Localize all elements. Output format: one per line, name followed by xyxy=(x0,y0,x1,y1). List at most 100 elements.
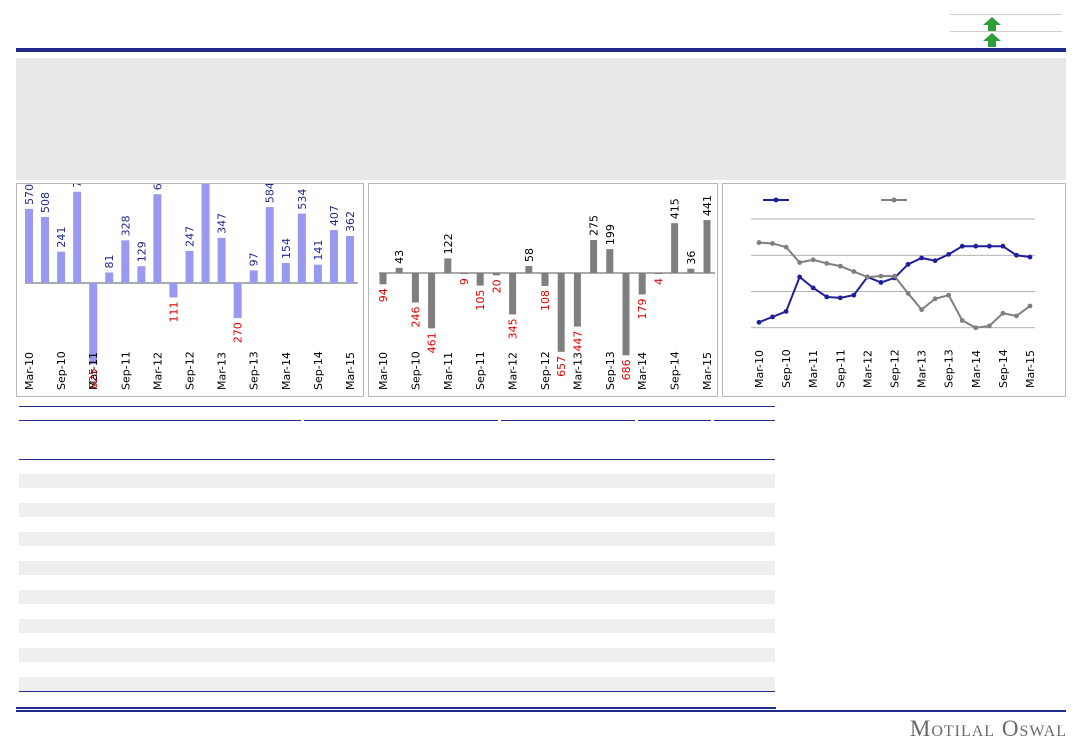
data-point xyxy=(783,244,789,250)
bar xyxy=(541,273,549,286)
rating-arrows xyxy=(950,14,1062,48)
table-bottom-rule xyxy=(19,691,775,692)
data-point xyxy=(810,257,816,263)
data-label: 241 xyxy=(55,227,68,248)
tick-label: Mar-13 xyxy=(571,352,584,390)
footer-rule xyxy=(16,707,776,709)
data-label: 275 xyxy=(588,215,601,236)
data-label: 58 xyxy=(523,248,536,262)
bar xyxy=(509,273,517,315)
data-label: 345 xyxy=(507,318,520,339)
data-label: 108 xyxy=(539,290,552,311)
tick-label: Sep-14 xyxy=(669,351,682,390)
data-label: 407 xyxy=(328,205,341,226)
data-label: 584 xyxy=(264,184,277,203)
data-label: 570 xyxy=(23,184,36,205)
data-label: 141 xyxy=(312,240,325,261)
data-label: 683 xyxy=(151,184,164,190)
tick-label: Mar-10 xyxy=(23,352,36,390)
bar xyxy=(137,266,146,283)
tick-label: Sep-13 xyxy=(248,351,261,390)
tick-label: Sep-11 xyxy=(834,349,847,388)
data-label: 36 xyxy=(685,251,698,265)
summary-panel xyxy=(16,58,1066,180)
data-label: 328 xyxy=(119,215,132,236)
data-point xyxy=(824,294,830,300)
data-point xyxy=(986,243,992,249)
legend-marker xyxy=(773,197,779,203)
bar xyxy=(25,208,33,283)
chart-panel-3: Mar-10 Sep-10 Mar-11 Sep-11 Mar-12 Sep-12 Mar-… xyxy=(722,183,1066,397)
data-point xyxy=(973,325,979,331)
data-label: 199 xyxy=(604,224,617,245)
data-point xyxy=(905,290,911,296)
table-row xyxy=(19,561,775,575)
tick-label: Sep-11 xyxy=(474,351,487,390)
tick-label: Mar-12 xyxy=(861,350,874,388)
bar xyxy=(590,240,598,273)
data-point xyxy=(865,274,870,280)
tick-label: Sep-11 xyxy=(119,351,132,390)
line-chart-3: Mar-10 Sep-10 Mar-11 Sep-11 Mar-12 Sep-12 Mar-… xyxy=(751,197,1037,388)
data-point xyxy=(824,261,830,266)
data-point xyxy=(1000,243,1006,249)
data-label: 105 xyxy=(474,290,487,311)
column-group-rule xyxy=(501,420,635,421)
data-label: 461 xyxy=(426,332,439,353)
data-label: 657 xyxy=(555,356,568,377)
data-point xyxy=(851,292,857,298)
tick-label: Mar-15 xyxy=(701,352,714,390)
data-label: 122 xyxy=(442,233,455,254)
bar xyxy=(121,240,130,283)
data-point xyxy=(946,292,952,298)
bar xyxy=(169,283,178,298)
column-group-rule xyxy=(19,420,301,421)
data-point xyxy=(810,285,816,291)
table-row xyxy=(19,619,775,633)
data-point xyxy=(905,261,911,267)
table-row xyxy=(19,677,775,691)
divider xyxy=(950,14,1062,15)
bar xyxy=(201,178,210,283)
data-point xyxy=(878,273,884,279)
bar xyxy=(460,273,468,275)
bar xyxy=(89,283,98,365)
footer-rule xyxy=(16,710,1066,712)
bar xyxy=(153,194,162,283)
bar xyxy=(476,273,484,286)
tick-label: Sep-12 xyxy=(539,351,552,390)
data-label: 534 xyxy=(296,189,309,210)
bar xyxy=(249,270,258,283)
data-point xyxy=(783,309,789,314)
data-point xyxy=(851,269,857,274)
data-point xyxy=(946,251,952,257)
tick-label: Mar-10 xyxy=(377,352,390,390)
data-label: 111 xyxy=(167,301,180,322)
chart-panel-2: 94 43 246 461 122 9 105 20 345 58 108 657 447 275 199 6… xyxy=(368,183,718,397)
bar xyxy=(428,273,436,329)
tick-label: Mar-12 xyxy=(507,352,520,390)
data-point xyxy=(892,273,897,279)
data-label: 362 xyxy=(344,211,357,232)
bar xyxy=(622,273,630,356)
data-label: 81 xyxy=(103,254,116,268)
tick-label: Mar-15 xyxy=(344,352,357,390)
data-label: 97 xyxy=(248,252,261,266)
tick-label: Mar-14 xyxy=(970,350,983,388)
bar xyxy=(557,273,565,352)
table-header-rule xyxy=(19,459,775,460)
header-rule xyxy=(16,48,1066,52)
column-group-rule xyxy=(638,420,711,421)
data-label: 246 xyxy=(409,307,422,328)
data-label: 447 xyxy=(571,331,584,352)
bar xyxy=(492,273,500,276)
data-label: 508 xyxy=(39,192,52,213)
data-label: 154 xyxy=(280,238,293,259)
bar xyxy=(297,213,306,283)
bar xyxy=(573,273,581,327)
data-label: 347 xyxy=(216,213,229,234)
bar xyxy=(233,283,242,319)
tick-label: Mar-12 xyxy=(151,352,164,390)
bar xyxy=(411,273,419,303)
